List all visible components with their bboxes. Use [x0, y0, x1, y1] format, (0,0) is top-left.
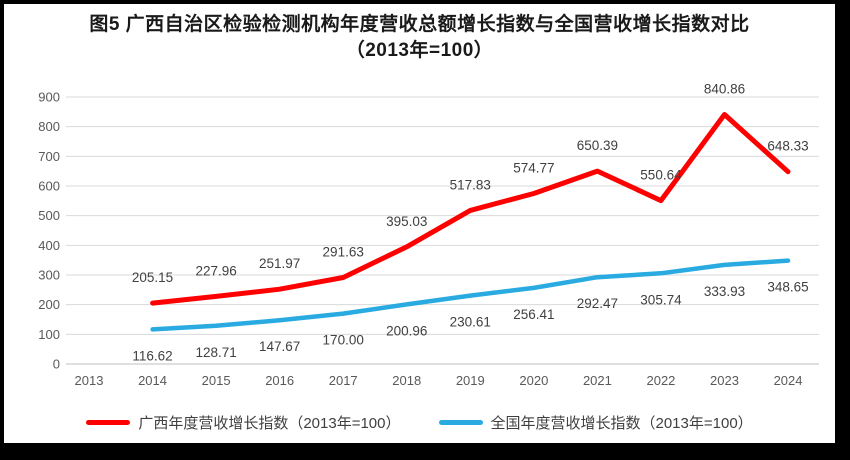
y-axis-tick-label: 100 [38, 327, 60, 342]
data-label-national: 170.00 [323, 333, 364, 348]
data-label-guangxi: 205.15 [132, 270, 173, 285]
data-label-national: 147.67 [259, 339, 300, 354]
legend-line-swatch-national [438, 420, 483, 425]
data-label-guangxi: 395.03 [386, 214, 427, 229]
data-label-national: 230.61 [450, 315, 491, 330]
x-axis-tick-label: 2024 [774, 373, 803, 388]
x-axis-tick-label: 2020 [519, 373, 548, 388]
series-line-guangxi [150, 112, 791, 306]
data-label-guangxi: 650.39 [577, 138, 618, 153]
y-axis-tick-label: 500 [38, 208, 60, 223]
x-axis-tick-label: 2014 [138, 373, 167, 388]
x-axis-tick-label: 2013 [75, 373, 104, 388]
legend-line-swatch-guangxi [86, 420, 131, 425]
data-label-guangxi: 840.86 [704, 82, 745, 97]
data-label-guangxi: 251.97 [259, 256, 300, 271]
legend-item-national: 全国年度营收增长指数（2013年=100） [438, 412, 753, 433]
y-axis-tick-label: 600 [38, 179, 60, 194]
x-axis-tick-label: 2016 [265, 373, 294, 388]
data-label-national: 128.71 [195, 345, 236, 360]
data-label-national: 333.93 [704, 284, 745, 299]
x-axis-tick-label: 2015 [202, 373, 231, 388]
x-axis-tick-label: 2023 [710, 373, 739, 388]
legend-label-guangxi: 广西年度营收增长指数（2013年=100） [138, 415, 401, 432]
y-axis-tick-label: 900 [38, 90, 60, 105]
data-label-guangxi: 227.96 [195, 263, 236, 278]
y-axis-tick-label: 300 [38, 268, 60, 283]
y-axis-tick-label: 0 [53, 357, 60, 372]
data-label-guangxi: 291.63 [323, 244, 364, 259]
data-label-guangxi: 550.64 [640, 168, 682, 183]
chart-legend: 广西年度营收增长指数（2013年=100） 全国年度营收增长指数（2013年=10… [4, 412, 835, 433]
legend-item-guangxi: 广西年度营收增长指数（2013年=100） [86, 412, 401, 433]
data-label-guangxi: 517.83 [450, 177, 491, 192]
y-axis-tick-label: 800 [38, 119, 60, 134]
x-axis-tick-label: 2021 [583, 373, 612, 388]
x-axis-tick-label: 2019 [456, 373, 485, 388]
x-axis-tick-label: 2018 [392, 373, 421, 388]
series-line-national [150, 258, 791, 332]
data-label-guangxi: 648.33 [767, 139, 808, 154]
data-label-national: 348.65 [767, 280, 808, 295]
data-label-guangxi: 574.77 [513, 160, 554, 175]
x-axis-tick-label: 2022 [646, 373, 675, 388]
data-label-national: 256.41 [513, 307, 554, 322]
y-axis-tick-label: 200 [38, 297, 60, 312]
data-label-national: 292.47 [577, 296, 618, 311]
data-label-national: 116.62 [132, 348, 172, 363]
chart-plot-area: 0 100 200 300 400 500 600 700 800 900 2013 2014 2015… [38, 82, 819, 388]
legend-label-national: 全国年度营收增长指数（2013年=100） [490, 415, 753, 432]
y-axis-tick-label: 400 [38, 238, 60, 253]
y-axis-tick-label: 700 [38, 149, 60, 164]
x-axis-tick-label: 2017 [329, 373, 358, 388]
data-label-national: 200.96 [386, 323, 427, 338]
data-label-national: 305.74 [640, 292, 682, 307]
chart-title: 图5 广西自治区检验检测机构年度营收总额增长指数与全国营收增长指数对比（2013… [89, 14, 750, 61]
